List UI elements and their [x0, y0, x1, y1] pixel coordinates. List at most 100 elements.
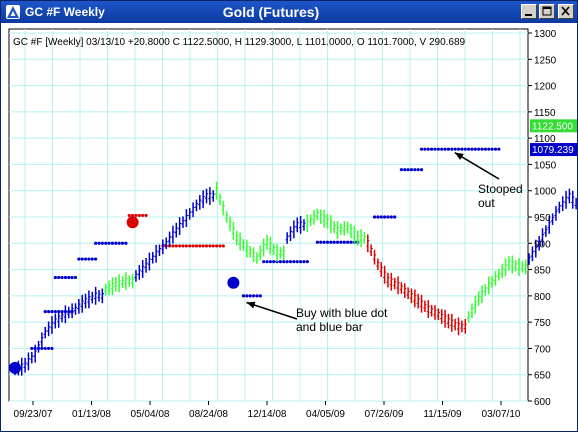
stop-dot: [262, 260, 266, 264]
price-bar: [157, 244, 162, 257]
stop-dot: [248, 294, 252, 298]
stop-dot: [114, 241, 118, 245]
stop-dot: [188, 244, 192, 248]
price-bar: [500, 263, 504, 279]
price-bar: [517, 258, 521, 276]
stop-dot: [251, 294, 256, 298]
x-tick-label: 03/07/10: [482, 409, 521, 420]
price-bar: [574, 197, 577, 210]
stop-dot: [460, 147, 464, 151]
price-bar: [40, 332, 44, 348]
stop-dot: [467, 147, 471, 151]
price-bar: [372, 249, 377, 265]
price-bar: [467, 311, 471, 323]
y-tick-label: 1200: [534, 82, 557, 93]
y-tick-label: 750: [534, 318, 551, 329]
stop-dot: [497, 147, 501, 151]
price-chart[interactable]: 600 650 700 750 800 850 900 950 1000 1050 1100 1150…: [1, 23, 577, 431]
minimize-button[interactable]: [521, 4, 537, 19]
annotation-arrowhead: [454, 152, 464, 160]
title-bar[interactable]: GC #F Weekly Gold (Futures): [1, 1, 577, 23]
stop-dot: [487, 147, 491, 151]
stop-dot: [376, 215, 380, 219]
y-tick-label: 800: [534, 292, 551, 303]
price-bar: [235, 230, 239, 246]
stop-dot: [389, 215, 393, 219]
price-bar: [278, 246, 283, 259]
stop-dot: [453, 147, 457, 151]
price-bar: [339, 223, 343, 236]
price-bar: [497, 269, 501, 281]
y-tick-label: 900: [534, 239, 551, 250]
price-bar: [470, 303, 474, 319]
price-bar: [319, 209, 323, 224]
price-bar: [228, 216, 232, 232]
stop-dot: [100, 241, 104, 245]
x-tick-label: 11/15/09: [423, 409, 462, 420]
stop-dot: [339, 240, 343, 244]
a-logo-icon: [6, 5, 20, 19]
price-bar: [332, 221, 336, 233]
price-bar: [369, 244, 373, 257]
stop-dot: [329, 240, 333, 244]
price-bar: [362, 232, 367, 244]
price-bar: [262, 238, 266, 257]
price-bar: [413, 289, 417, 308]
price-bar: [554, 206, 558, 221]
price-bar: [393, 277, 397, 290]
price-bar: [524, 259, 528, 275]
price-bar: [70, 303, 74, 319]
stop-dot: [47, 346, 51, 351]
price-bar: [527, 253, 531, 265]
stop-dot: [90, 257, 94, 261]
stop-dot: [423, 147, 427, 151]
y-tick-label: 650: [534, 371, 551, 382]
annotation-arrow: [454, 151, 500, 180]
price-bar: [423, 300, 427, 313]
price-bar: [453, 318, 457, 331]
price-bar: [23, 357, 27, 373]
annotation-text: and blue bar: [296, 320, 363, 334]
y-tick-label: 1050: [534, 160, 557, 171]
price-bar: [60, 310, 64, 323]
price-bar: [386, 272, 390, 288]
maximize-button[interactable]: [539, 4, 555, 19]
stop-dot: [181, 244, 185, 248]
x-tick-label: 04/05/09: [306, 409, 345, 420]
stop-dot: [131, 213, 135, 218]
stop-dot: [255, 294, 259, 298]
stop-dot: [386, 215, 390, 219]
price-bar: [419, 294, 424, 313]
stop-dot: [325, 240, 330, 244]
stop-dot: [399, 168, 403, 172]
stop-dot: [43, 346, 47, 351]
price-bar: [493, 271, 498, 286]
stop-dot: [319, 240, 323, 244]
stop-dot: [221, 244, 225, 248]
stop-dot: [282, 260, 286, 264]
price-bar: [551, 213, 555, 225]
price-bar: [90, 291, 94, 304]
price-bar: [178, 217, 182, 236]
price-bar: [483, 284, 487, 296]
stop-dot: [211, 244, 215, 248]
price-bar: [288, 226, 293, 242]
price-bar: [241, 239, 246, 251]
stop-dot: [456, 147, 461, 151]
price-bar: [473, 295, 477, 314]
stop-dot: [63, 275, 67, 280]
price-bar: [211, 190, 215, 202]
close-button[interactable]: [558, 4, 574, 19]
stop-dot: [436, 147, 440, 151]
price-bar: [433, 305, 437, 320]
price-bar: [430, 304, 434, 317]
stop-dot: [473, 147, 477, 151]
x-tick-label: 12/14/08: [248, 409, 287, 420]
price-bar: [255, 252, 259, 264]
stop-dot: [483, 147, 487, 151]
x-axis: 09/23/07 01/13/08 05/04/08 08/24/08 12/14/08…: [14, 401, 521, 420]
stop-dot: [174, 244, 178, 248]
signal-dot: [227, 276, 240, 289]
window-title: GC #F Weekly: [25, 5, 105, 19]
price-bar: [251, 247, 256, 263]
